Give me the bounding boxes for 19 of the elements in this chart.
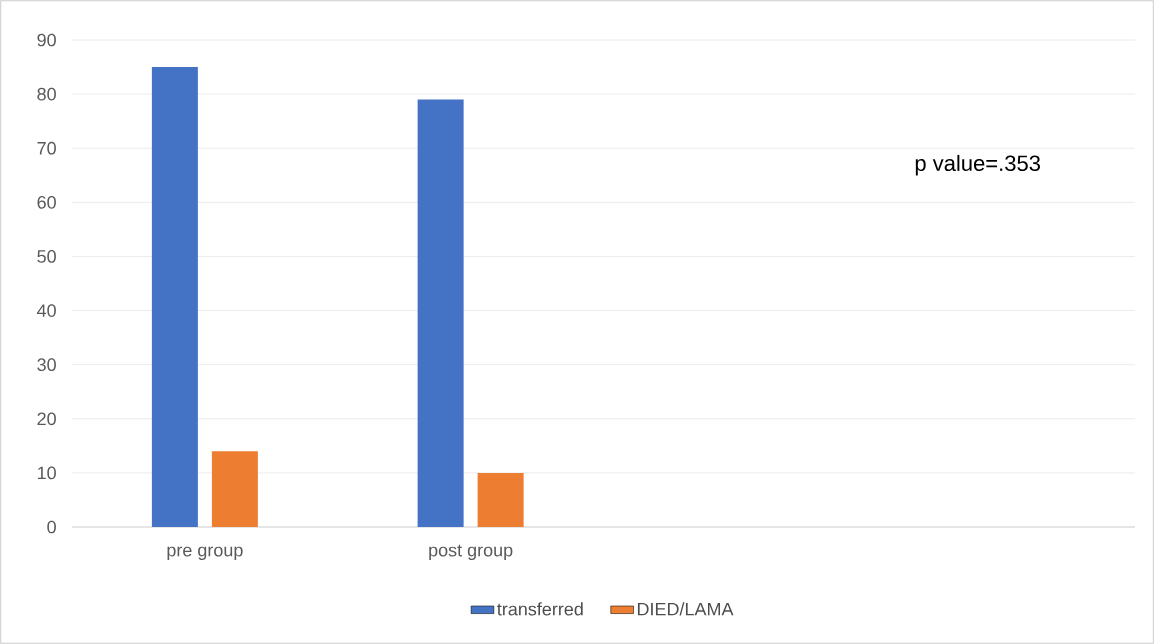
y-tick-label: 0 bbox=[47, 520, 56, 534]
y-tick-label: 50 bbox=[37, 250, 56, 263]
y-tick-label: 40 bbox=[37, 304, 56, 317]
y-tick-label: 60 bbox=[37, 195, 56, 209]
y-tick-label: 10 bbox=[37, 466, 56, 480]
y-tick-label: 80 bbox=[37, 87, 56, 101]
y-tick-label: 20 bbox=[37, 412, 56, 426]
bar bbox=[211, 451, 258, 527]
y-tick-label: 30 bbox=[37, 358, 56, 372]
y-tick-label: 70 bbox=[37, 141, 56, 155]
bar bbox=[417, 99, 464, 527]
bar bbox=[151, 67, 198, 527]
legend-label: DIED/LAMA bbox=[637, 602, 734, 616]
x-tick-label: post group bbox=[429, 544, 513, 561]
legend-label: transferred bbox=[497, 602, 583, 616]
y-tick-label: 90 bbox=[37, 33, 56, 47]
bar bbox=[477, 472, 524, 527]
annotation: p value=.353 bbox=[915, 154, 1040, 176]
x-tick-label: pre group bbox=[167, 546, 243, 561]
